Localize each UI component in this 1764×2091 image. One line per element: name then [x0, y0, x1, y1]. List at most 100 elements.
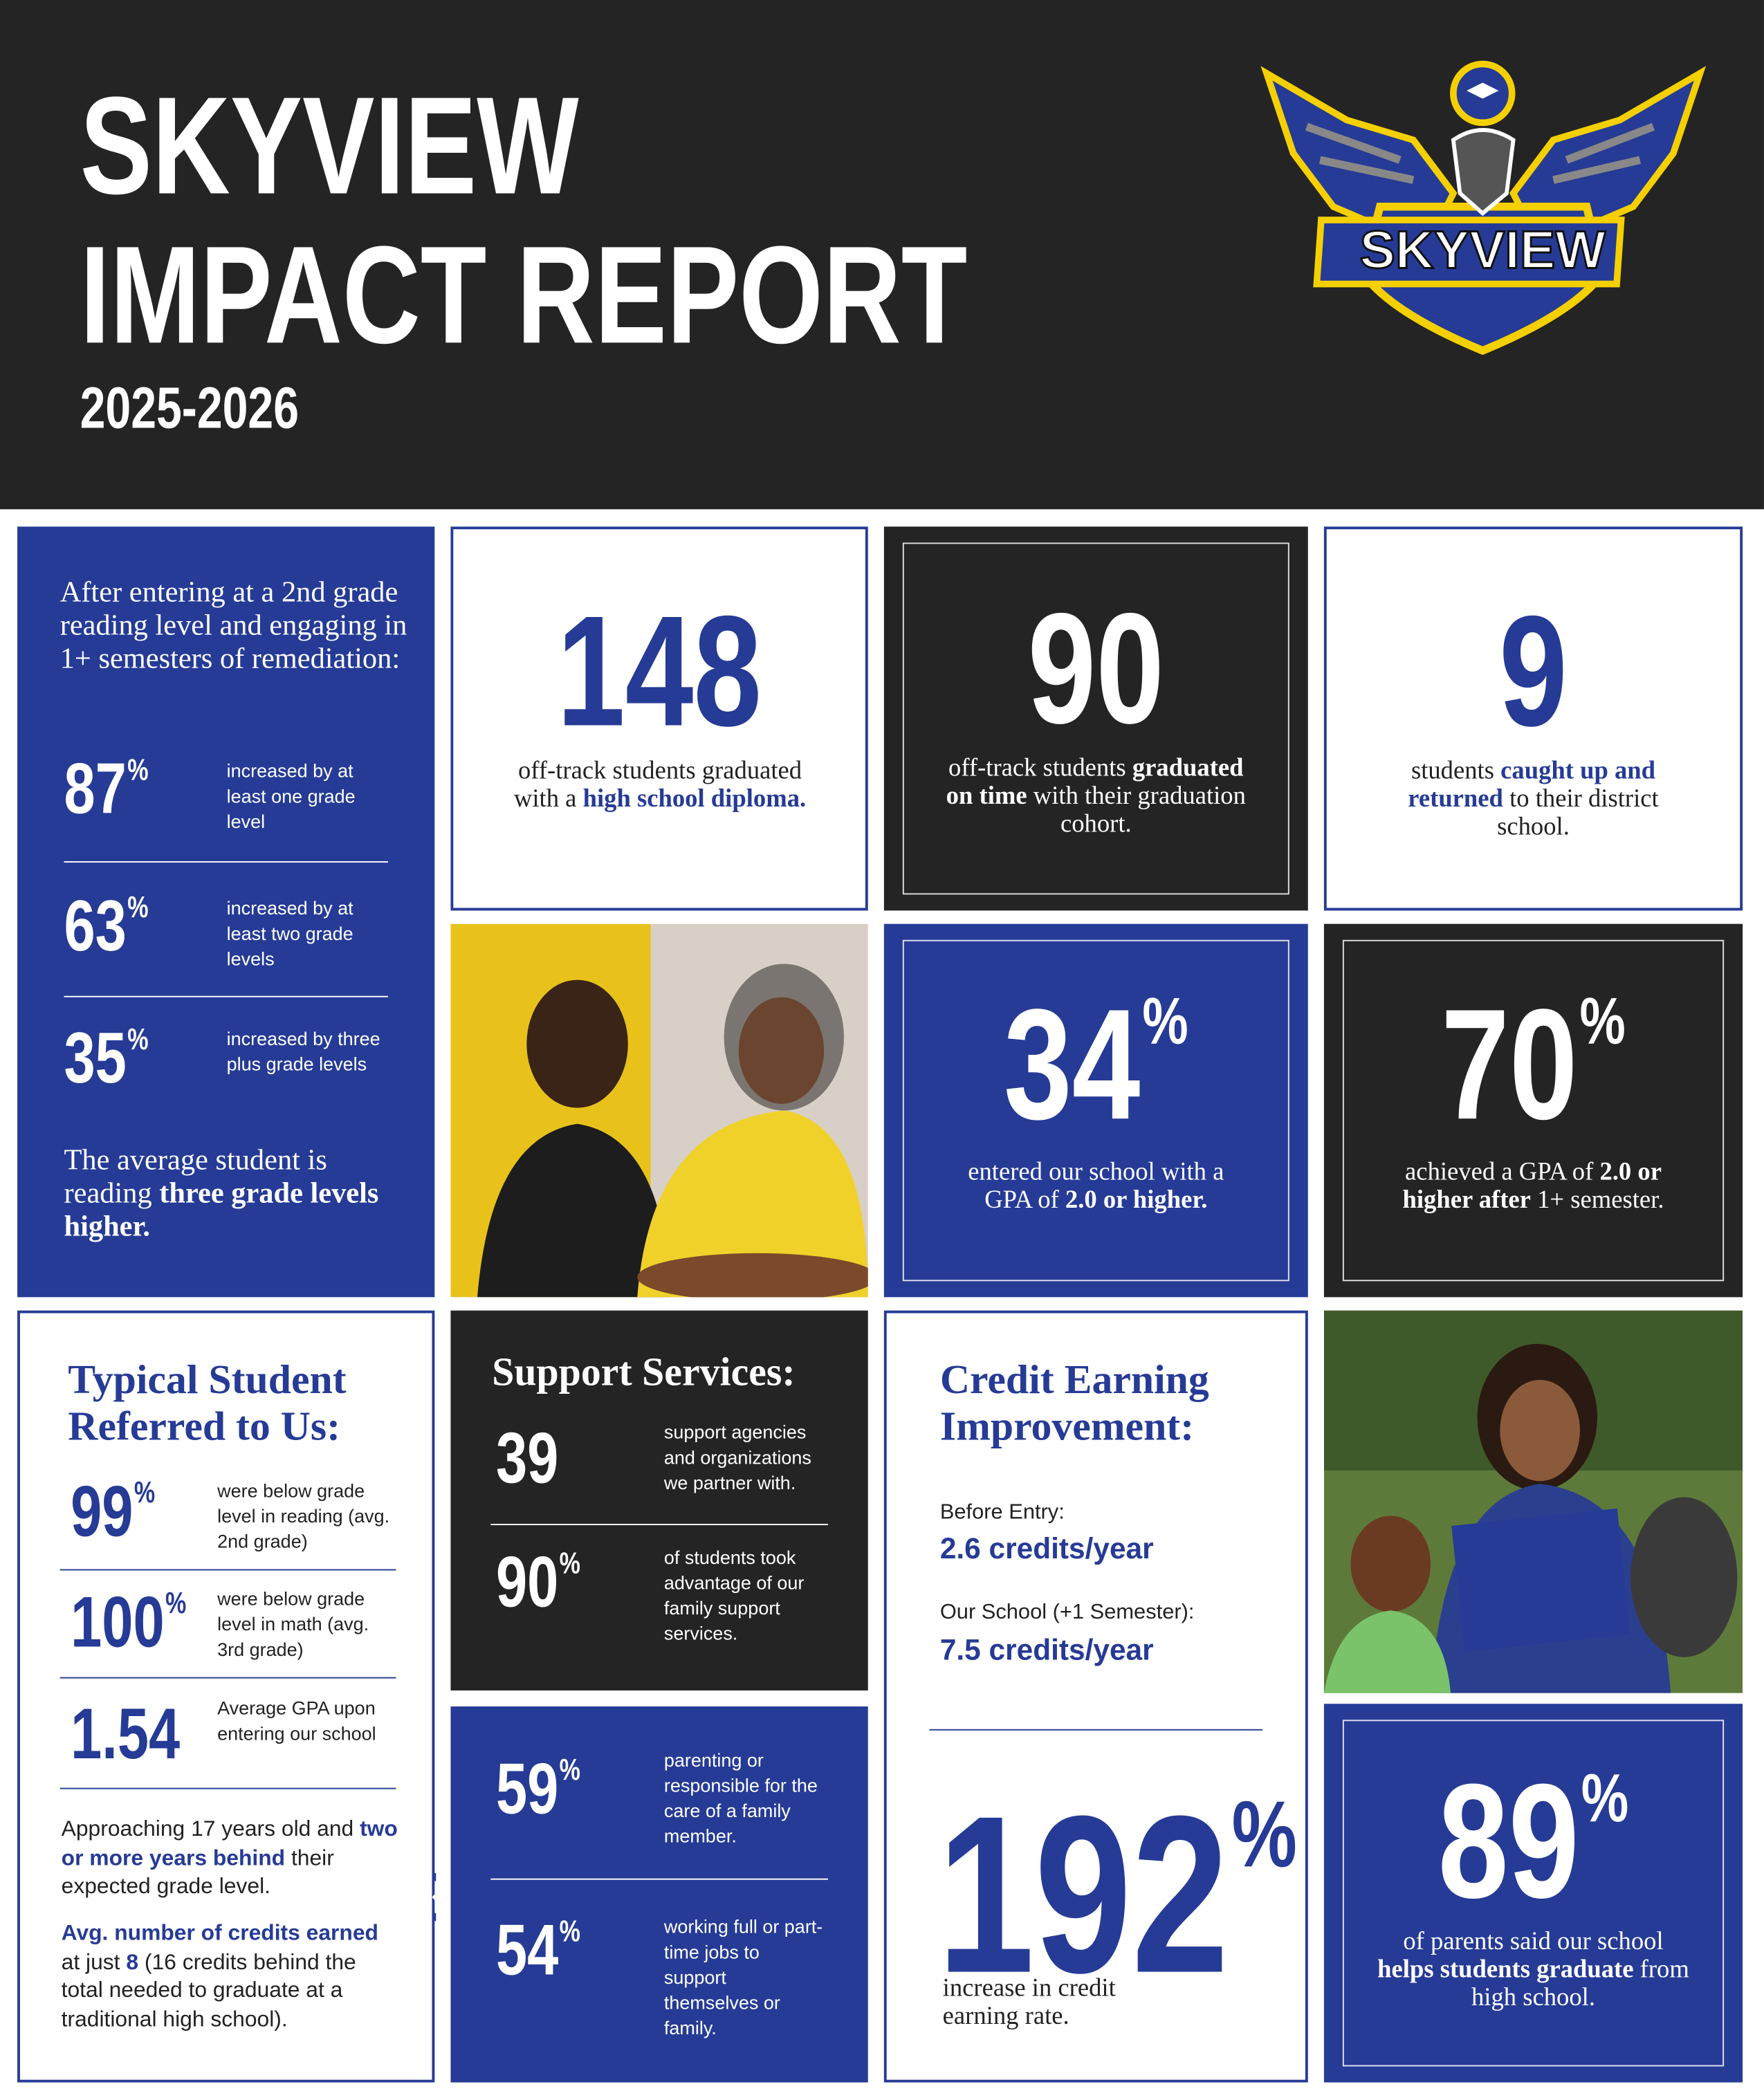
card-title: Support Services: [492, 1350, 796, 1395]
text: Approaching 17 years old and [61, 1817, 360, 1841]
div: 63% [64, 891, 149, 963]
stat-label: increased by at least two grade levels [226, 897, 353, 970]
ellipse [637, 1253, 868, 1298]
label: Our School (+1 Semester): [939, 1601, 1195, 1624]
text: to their district school. [1497, 785, 1659, 842]
div: 59% [496, 1753, 580, 1825]
stat-value: 34 [1004, 977, 1141, 1154]
text: achieved a GPA of [1405, 1158, 1600, 1187]
stat-label: were below grade level in reading (avg. … [217, 1480, 390, 1552]
div: 89% [1370, 1760, 1696, 1922]
stat-text: students caught up and returned to their… [1400, 757, 1666, 841]
separator [64, 861, 388, 863]
title-line: SKYVIEW [80, 69, 579, 224]
path [637, 1110, 868, 1298]
div: 34% [930, 986, 1261, 1143]
pointer [432, 1872, 454, 1922]
div: 87% [64, 753, 149, 825]
ellipse [1350, 1516, 1431, 1612]
separator [490, 1878, 828, 1880]
stat-value: 54 [495, 1910, 559, 1991]
text: from high school. [1471, 1955, 1689, 2012]
stat-card: 34% entered our school with a GPA of 2.0… [883, 923, 1308, 1298]
text: with their graduation cohort. [1027, 782, 1246, 839]
inner-border [902, 542, 1289, 895]
stat-value: 59 [495, 1749, 559, 1830]
stat-text: achieved a GPA of 2.0 or higher after 1+… [1397, 1159, 1669, 1215]
stat-unit: % [559, 1913, 581, 1949]
inner-border [902, 939, 1289, 1282]
stat-value: 89 [1437, 1750, 1579, 1932]
header: SKYVIEW IMPACT REPORT 2025-2026 SKYVIEW [0, 0, 1764, 510]
photo [450, 923, 868, 1298]
stat-card: 9 students caught up and returned to the… [1323, 526, 1743, 911]
stat-text: increase in credit earning rate. [942, 1974, 1116, 2031]
stat-value: 100 [71, 1582, 165, 1663]
stat-label: working full or part-time jobs to suppor… [663, 1915, 823, 2038]
stat-unit: % [165, 1585, 187, 1621]
path [477, 1123, 671, 1298]
stat-unit: % [559, 1751, 581, 1787]
text: The average student is reading [64, 1142, 327, 1210]
text: 2.0 or higher. [1065, 1186, 1208, 1215]
text: at just [61, 1949, 127, 1974]
ellipse [738, 997, 825, 1104]
separator [59, 1677, 396, 1679]
stat-value: 39 [495, 1418, 559, 1499]
reading-card: After entering at a 2nd grade reading le… [17, 526, 435, 1298]
path [1451, 128, 1516, 217]
text: of parents said our school [1403, 1928, 1664, 1956]
text: entered our school with a GPA of [968, 1158, 1224, 1215]
text: 1+ semester. [1530, 1186, 1664, 1215]
ellipse [1500, 1379, 1580, 1482]
logo: SKYVIEW [1260, 60, 1707, 356]
typical-student-card: Typical Student Referred to Us: 99% were… [17, 1310, 435, 2083]
stat-label: were below grade level in math (avg. 3rd… [217, 1587, 369, 1660]
rect [1451, 1508, 1630, 1652]
separator [490, 1524, 828, 1525]
stat-text: off-track students graduated on time wit… [944, 755, 1248, 838]
stat-unit: % [559, 1545, 581, 1581]
stat-label: of students took advantage of our family… [663, 1546, 805, 1644]
stat-unit: % [1581, 1759, 1629, 1836]
text: 8 [126, 1949, 139, 1974]
div: 99% [71, 1476, 155, 1548]
stat-card: 90 off-track students graduated on time … [883, 526, 1308, 911]
div: 70% [1370, 986, 1696, 1143]
year: 2025-2026 [80, 376, 299, 441]
text: students [1411, 757, 1501, 786]
stat-unit: % [127, 889, 149, 924]
summary: The average student is reading three gra… [64, 1143, 398, 1243]
div: 54% [496, 1915, 580, 1987]
text: high school diploma. [582, 785, 807, 813]
path [1305, 122, 1655, 184]
stat-label: increased by at least one grade level [226, 759, 356, 832]
text: helps students graduate [1377, 1955, 1634, 1984]
value: 2.6 credits/year [939, 1531, 1154, 1565]
inner-border [1342, 939, 1725, 1282]
rect [1313, 217, 1625, 288]
support-card: Support Services: 39 support agencies an… [450, 1310, 868, 1691]
stat-value: 192 [937, 1769, 1229, 2020]
text: three grade levels higher. [64, 1175, 379, 1243]
label: Before Entry: [939, 1501, 1065, 1525]
paragraph: Avg. number of credits earned at just 8 … [62, 1919, 401, 2034]
separator [64, 995, 388, 997]
ellipse [526, 979, 628, 1108]
inner-border [1342, 1720, 1725, 2067]
path [1323, 1610, 1451, 1693]
logo-text: SKYVIEW [1360, 220, 1606, 279]
credit-card: Credit Earning Improvement: Before Entry… [883, 1310, 1308, 2083]
stat-card: 70% achieved a GPA of 2.0 or higher afte… [1323, 923, 1743, 1298]
div: 192% [937, 1783, 1297, 2007]
stat-unit: % [127, 1021, 149, 1056]
stat-label: Average GPA upon entering our school [217, 1697, 376, 1744]
paragraph: Approaching 17 years old and two or more… [62, 1816, 401, 1901]
stat-unit: % [1579, 984, 1626, 1060]
card-title: Credit Earning Improvement: [939, 1356, 1209, 1450]
stat-value: 87 [64, 749, 127, 829]
stat-unit: % [1231, 1780, 1297, 1886]
text: caught up and returned [1408, 757, 1656, 813]
